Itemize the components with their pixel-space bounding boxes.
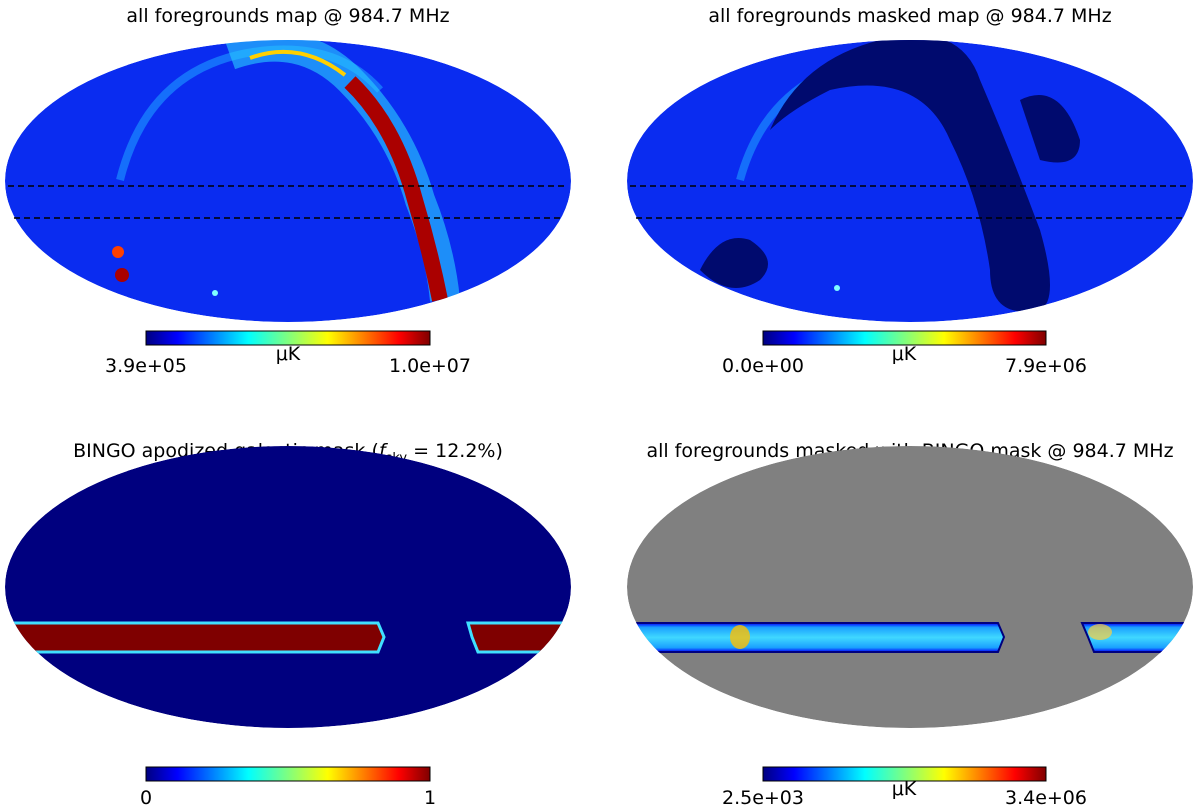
map-feature [344, 76, 448, 302]
colorbar-unit: μK [276, 343, 301, 365]
map-feature [730, 625, 750, 649]
sky-map [627, 446, 1193, 728]
colorbar-max: 7.9e+06 [1005, 355, 1087, 377]
title-symbol: f [379, 440, 389, 462]
colorbar-min: 0 [140, 787, 152, 807]
panel-title: all foregrounds map @ 984.7 MHz [126, 5, 449, 27]
map-feature [249, 49, 347, 77]
map-background [5, 40, 571, 322]
map-feature [212, 290, 218, 296]
colorbar [762, 766, 1047, 782]
map-background [5, 446, 571, 728]
mask-region [1020, 95, 1080, 163]
map-feature [834, 285, 840, 291]
map-feature [115, 268, 129, 282]
map-band [627, 622, 1006, 653]
mask-band [466, 621, 571, 654]
map-feature [1088, 624, 1112, 640]
colorbar-min: 2.5e+03 [722, 787, 804, 807]
mask-region [700, 238, 768, 288]
colorbar-max: 1 [424, 787, 436, 807]
sky-map [5, 40, 571, 322]
sky-map [627, 40, 1193, 322]
colorbar-max: 3.4e+06 [1005, 787, 1087, 807]
sky-map [5, 446, 571, 728]
mask-band [5, 621, 386, 654]
colorbar-unit: μK [892, 778, 917, 800]
panel-title: all foregrounds masked map @ 984.7 MHz [708, 5, 1111, 27]
map-background [627, 446, 1193, 728]
title-text: = 12.2%) [407, 440, 503, 462]
colorbar [145, 330, 431, 346]
colorbar [145, 766, 431, 782]
colorbar-unit: μK [892, 343, 917, 365]
colorbar-min: 3.9e+05 [105, 355, 187, 377]
mask-region [770, 40, 1050, 312]
colorbar-min: 0.0e+00 [722, 355, 804, 377]
colorbar [762, 330, 1047, 346]
map-feature [112, 246, 124, 258]
colorbar-max: 1.0e+07 [389, 355, 471, 377]
